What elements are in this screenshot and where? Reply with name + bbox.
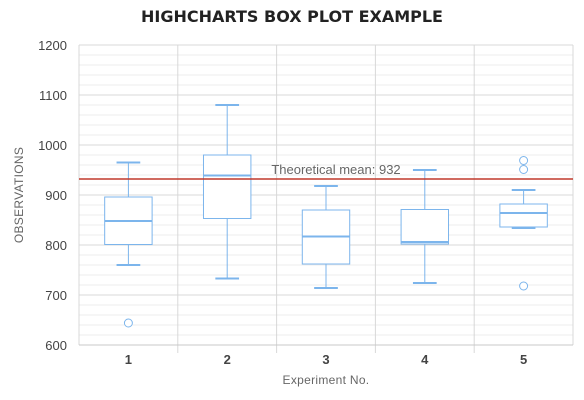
y-tick-label: 1100: [39, 88, 67, 103]
chart-title: HIGHCHARTS BOX PLOT EXAMPLE: [141, 7, 443, 26]
box-2: [202, 104, 252, 280]
box-body: [400, 209, 450, 245]
box-3: [301, 185, 351, 289]
x-tick-label: 1: [125, 352, 132, 367]
x-axis-title: Experiment No.: [283, 373, 370, 387]
outlier-point: [519, 156, 529, 165]
box-1: [104, 161, 153, 266]
box-body: [499, 203, 548, 228]
y-tick-label: 1000: [38, 138, 67, 153]
x-tick-label: 4: [421, 352, 429, 367]
outlier-point: [519, 281, 529, 291]
y-tick-label: 800: [45, 238, 67, 253]
y-tick-label: 1200: [38, 38, 67, 53]
box-body: [202, 154, 252, 219]
y-axis-title: OBSERVATIONS: [12, 147, 26, 243]
theoretical-mean-label: Theoretical mean: 932: [271, 162, 400, 177]
box-4: [400, 169, 450, 284]
y-tick-label: 600: [45, 338, 67, 353]
outlier-point: [123, 318, 133, 328]
outlier-point: [519, 165, 529, 174]
x-tick-label: 5: [520, 352, 527, 367]
x-tick-label: 3: [322, 352, 329, 367]
box-5: [499, 189, 548, 229]
y-tick-label: 900: [45, 188, 67, 203]
x-tick-label: 2: [224, 352, 231, 367]
y-tick-label: 700: [45, 288, 67, 303]
